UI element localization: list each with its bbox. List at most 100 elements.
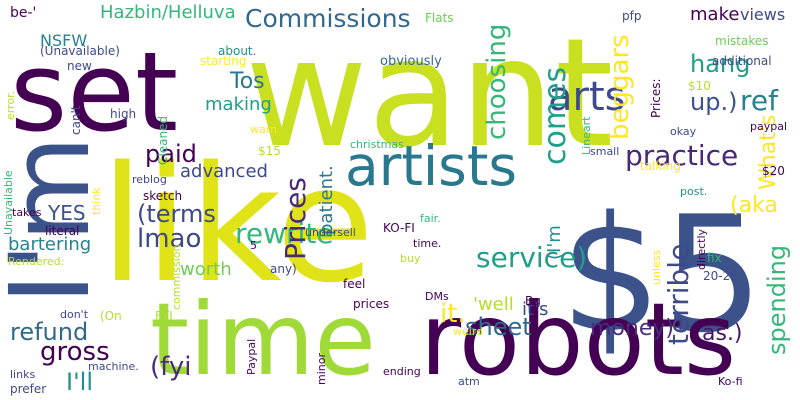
word-unavailable: (Unavailable): [40, 44, 120, 58]
word-gross: gross: [40, 337, 110, 367]
word-5: 5: [250, 239, 257, 252]
word-nsfw: NSFW: [40, 31, 87, 50]
word-prices: Prices: [279, 177, 312, 260]
word-about: about.: [218, 44, 256, 58]
word-sketch: sketch: [143, 189, 182, 203]
word-what-s: What's: [756, 115, 781, 190]
word-paid: paid: [145, 140, 197, 168]
word-aka: (aka: [730, 193, 778, 218]
word-obviously: obviously: [380, 54, 442, 69]
word-make: make: [690, 4, 739, 25]
word-machine: machine.: [88, 360, 139, 373]
word-fix: fix: [707, 251, 722, 265]
word-additional: additional: [712, 54, 772, 68]
word-patient: patient.: [316, 165, 337, 235]
word-sheet: sheet: [465, 313, 532, 341]
word-20-25: 20-25: [703, 269, 738, 283]
word-rewrite: rewrite: [235, 217, 334, 250]
word-think: think: [90, 187, 103, 215]
word-time: time: [150, 281, 376, 398]
word-time: time.: [413, 237, 441, 250]
word-christmas: christmas: [350, 138, 404, 151]
word-ref: ref: [740, 84, 779, 117]
word-terms: (terms: [137, 200, 216, 228]
word-takes: takes: [12, 206, 42, 219]
word-pfp: pfp: [622, 9, 641, 23]
word-comes: comes: [538, 67, 573, 165]
word-spending: spending: [763, 245, 791, 355]
word-i-ll: I'll: [66, 368, 93, 396]
word-weird: weird: [453, 325, 483, 338]
word-bg: Bg: [525, 294, 541, 308]
word-okay: okay: [670, 125, 697, 138]
word-ko-fi: KO-FI: [383, 221, 415, 235]
word-service: service): [476, 241, 587, 274]
word-prefer: prefer: [10, 382, 46, 396]
word-atm: atm: [458, 375, 480, 388]
word-can-t: can't: [69, 105, 83, 135]
word-fyi: FYI: [155, 309, 173, 323]
word-any: any): [270, 262, 297, 276]
word-literal: literal: [45, 224, 79, 238]
word-bartering: bartering: [8, 234, 91, 255]
word-it: it.: [440, 299, 466, 329]
word-20: $20: [762, 164, 785, 178]
word-on: (On: [100, 309, 122, 323]
word-up: up.): [690, 88, 737, 116]
word-views: views: [740, 5, 785, 24]
word-minor: minor: [315, 353, 328, 385]
word-starting: starting: [200, 54, 247, 68]
word-ko-fi: Ko-fi: [718, 375, 743, 388]
word-it-s: it's: [522, 299, 548, 320]
word-yes: YES: [47, 201, 86, 225]
word-paypal: Paypal: [245, 339, 258, 375]
word-tos: Tos: [229, 69, 265, 94]
word-i-m: I'm: [0, 135, 114, 305]
word-advanced: advanced: [180, 161, 268, 182]
word-robots: robots: [420, 281, 736, 398]
word-post: post.: [680, 185, 707, 198]
word-practice: practice: [625, 139, 738, 172]
word-i-m: (I'm: [544, 225, 565, 260]
word-rendered: Rendered:: [8, 255, 64, 268]
word-beggars: beggars: [605, 34, 635, 140]
word-worth: worth: [180, 259, 232, 280]
word-choosing: choosing: [482, 24, 512, 140]
word-flats: Flats: [425, 11, 454, 25]
word-unavailable: Unavailable: [2, 170, 15, 235]
word-paypal: paypal: [750, 120, 787, 133]
word-set: set: [10, 28, 178, 156]
word-terrible: terrible: [662, 244, 695, 345]
word-arts: arts: [548, 74, 625, 120]
word-15: $15: [258, 144, 281, 158]
word-commissions: Commissions: [245, 4, 411, 33]
word-as: as.): [702, 321, 743, 346]
word-directly: directly: [695, 228, 708, 270]
word-reblog: reblog: [132, 173, 167, 186]
word-prices: prices: [353, 297, 389, 311]
word-don-t: don't: [60, 308, 89, 321]
word-well: 'well: [473, 294, 514, 315]
word-ending: ending: [383, 365, 421, 378]
word-small: small: [590, 145, 619, 158]
word-error: error.: [4, 91, 17, 120]
word-new: new: [67, 59, 92, 73]
word-unless: unless: [650, 250, 663, 285]
word-high: high: [110, 107, 136, 121]
word-dms: DMs: [425, 290, 449, 303]
word-links: links: [10, 368, 35, 381]
word-prices: Prices:: [649, 78, 663, 118]
word-talking: talking: [640, 159, 681, 173]
word-refund: refund: [10, 318, 88, 346]
word-cleaned: Cleaned: [156, 116, 170, 165]
word-artists: artists: [345, 134, 517, 198]
word-undersell: undersell: [305, 226, 356, 239]
word-commission: commission: [170, 244, 183, 310]
word-hang: hang: [690, 50, 750, 78]
word-want: want: [245, 7, 613, 181]
word-10: $10: [688, 79, 711, 93]
word-5: $5: [560, 181, 764, 368]
word-hazbin-helluva: Hazbin/Helluva: [100, 2, 236, 23]
